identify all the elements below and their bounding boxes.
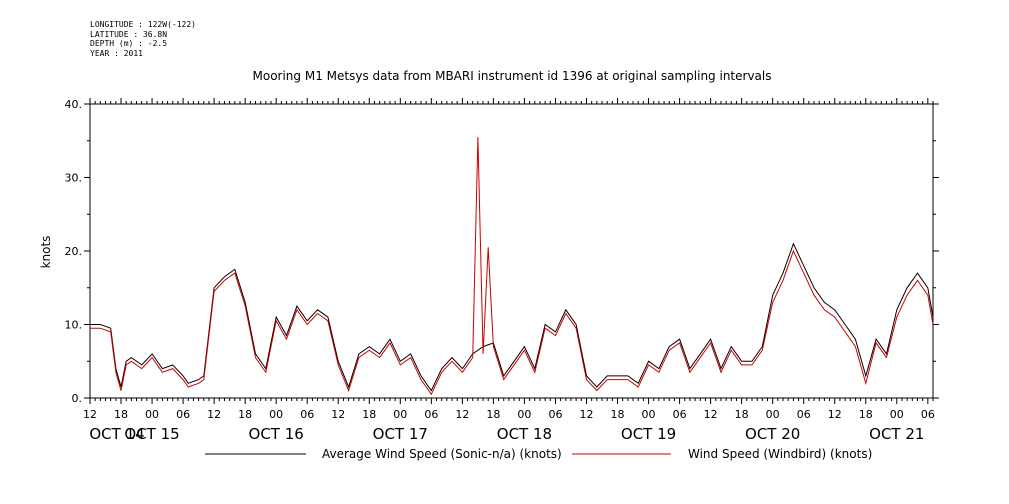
plot-area: 0. 10. 20. 30. 40. 12 18 00 06 12 18 00 06 12 18 00 06 12… xyxy=(65,98,939,443)
latitude-label: LATITUDE : 36.8N xyxy=(90,29,168,39)
plot-frame xyxy=(89,103,934,399)
x-hour-label: 18 xyxy=(114,408,128,421)
x-hour-label: 12 xyxy=(207,408,221,421)
legend-label-windbird: Wind Speed (Windbird) (knots) xyxy=(688,447,872,461)
x-hour-label: 18 xyxy=(859,408,873,421)
x-hour-label: 00 xyxy=(393,408,407,421)
x-hour-label: 18 xyxy=(238,408,252,421)
x-hour-label: 06 xyxy=(424,408,438,421)
x-day-label: OCT 18 xyxy=(497,425,552,443)
x-hour-label: 18 xyxy=(735,408,749,421)
x-hour-label: 06 xyxy=(797,408,811,421)
x-hour-label: 06 xyxy=(300,408,314,421)
x-hour-label: 00 xyxy=(766,408,780,421)
x-day-label: OCT 15 xyxy=(124,425,179,443)
x-hour-label: 12 xyxy=(83,408,97,421)
y-tick-label: 40. xyxy=(65,98,83,111)
y-axis-label: knots xyxy=(39,236,53,269)
x-hour-label: 18 xyxy=(362,408,376,421)
x-hour-label: 18 xyxy=(611,408,625,421)
x-hour-label: 12 xyxy=(828,408,842,421)
x-hour-label: 12 xyxy=(704,408,718,421)
x-hour-label: 00 xyxy=(517,408,531,421)
x-hour-label: 00 xyxy=(890,408,904,421)
x-hour-label: 06 xyxy=(548,408,562,421)
x-hour-label: 06 xyxy=(176,408,190,421)
series-line-windbird xyxy=(90,137,934,396)
year-label: YEAR : 2011 xyxy=(90,48,143,58)
x-day-label: OCT 17 xyxy=(373,425,428,443)
x-hour-label: 12 xyxy=(455,408,469,421)
x-day-label: OCT 19 xyxy=(621,425,676,443)
y-tick-label: 0. xyxy=(72,392,83,405)
x-hour-label: 18 xyxy=(486,408,500,421)
legend: Average Wind Speed (Sonic-n/a) (knots) W… xyxy=(205,447,872,461)
x-day-label: OCT 20 xyxy=(745,425,800,443)
chart-title: Mooring M1 Metsys data from MBARI instru… xyxy=(253,69,772,83)
x-hour-label: 00 xyxy=(269,408,283,421)
x-hour-label: 06 xyxy=(921,408,935,421)
x-hour-label: 12 xyxy=(331,408,345,421)
y-tick-label: 10. xyxy=(65,319,83,332)
y-tick-label: 30. xyxy=(65,172,83,185)
x-hour-label: 00 xyxy=(642,408,656,421)
x-hour-label: 00 xyxy=(145,408,159,421)
x-hour-label: 12 xyxy=(579,408,593,421)
x-day-label: OCT 16 xyxy=(249,425,304,443)
x-hour-label: 06 xyxy=(673,408,687,421)
metadata-block: LONGITUDE : 122W(-122) LATITUDE : 36.8N … xyxy=(90,20,196,58)
longitude-label: LONGITUDE : 122W(-122) xyxy=(90,20,196,29)
x-day-label: OCT 14 xyxy=(89,425,144,443)
depth-label: DEPTH (m) : -2.5 xyxy=(90,39,168,48)
y-tick-label: 20. xyxy=(65,245,83,258)
legend-label-sonic: Average Wind Speed (Sonic-n/a) (knots) xyxy=(322,447,562,461)
x-day-label: OCT 21 xyxy=(869,425,924,443)
